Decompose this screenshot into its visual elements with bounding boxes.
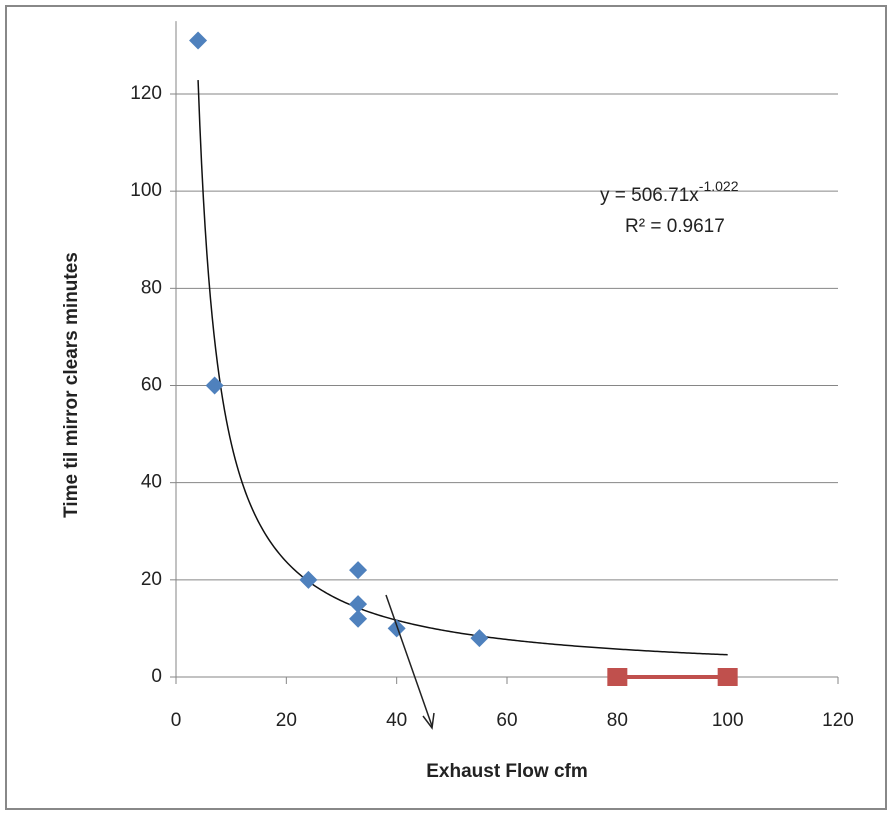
diamond-marker [470,629,489,648]
diamond-marker [349,595,368,614]
trendline-equation: y = 506.71x-1.022 [600,178,739,206]
y-tick-label: 60 [141,375,162,396]
square-marker [717,668,738,686]
x-tick-label: 120 [822,710,854,731]
x-tick-label: 100 [712,710,744,731]
diamond-marker [205,376,224,395]
equation-exponent: -1.022 [699,178,739,194]
plot-area: 0 20 40 60 80 100 120 0 20 40 60 80 100 120 [130,21,854,731]
diamond-marker [299,570,318,589]
x-tick-label: 80 [607,710,628,731]
x-tick-label: 20 [276,710,297,731]
y-tick-label: 100 [130,180,162,201]
y-tick-label: 80 [141,277,162,298]
diamond-marker [349,609,368,628]
y-tick-label: 0 [151,666,162,687]
diamond-marker [349,561,368,580]
y-tick-label: 120 [130,83,162,104]
diamond-marker [189,31,208,50]
x-tick-label: 0 [171,710,182,731]
equation-text: y = 506.71x [600,185,699,206]
y-tick-label: 40 [141,472,162,493]
diamond-marker [387,619,406,638]
annotation-arrow [385,594,433,727]
chart-frame [5,5,887,810]
x-tick-label: 60 [496,710,517,731]
trendline [197,80,728,656]
x-tick-label: 40 [386,710,407,731]
square-marker [607,668,628,686]
y-tick-label: 20 [141,569,162,590]
r-squared: R² = 0.9617 [625,216,725,237]
annotation-arrowhead [422,712,435,730]
x-axis-title: Exhaust Flow cfm [426,761,588,782]
y-axis-title: Time til mirror clears minutes [61,252,82,518]
